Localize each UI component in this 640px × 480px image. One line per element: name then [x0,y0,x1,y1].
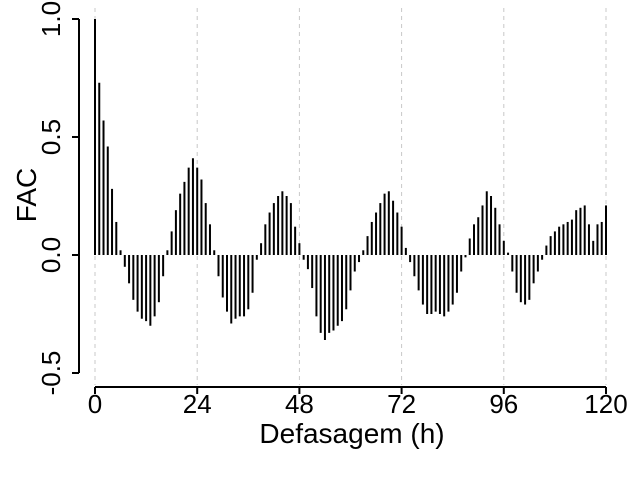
x-tick-label: 48 [285,389,314,419]
x-axis-title: Defasagem (h) [259,418,444,449]
y-tick-label: -0.5 [36,351,66,396]
x-tick-label: 0 [88,389,102,419]
x-tick-label: 120 [584,389,627,419]
x-tick-label: 72 [387,389,416,419]
x-tick-label: 24 [183,389,212,419]
y-tick-label: 0.5 [36,119,66,155]
y-axis-title: FAC [11,168,42,222]
x-ticks: 0 24 48 72 96 120 [88,387,628,419]
y-tick-label: 0.0 [36,237,66,273]
vertical-gridlines [94,8,607,385]
acf-bars [94,19,607,340]
x-tick-label: 96 [489,389,518,419]
y-ticks: -0.5 0.0 0.5 1.0 [36,1,79,395]
y-tick-label: 1.0 [36,1,66,37]
